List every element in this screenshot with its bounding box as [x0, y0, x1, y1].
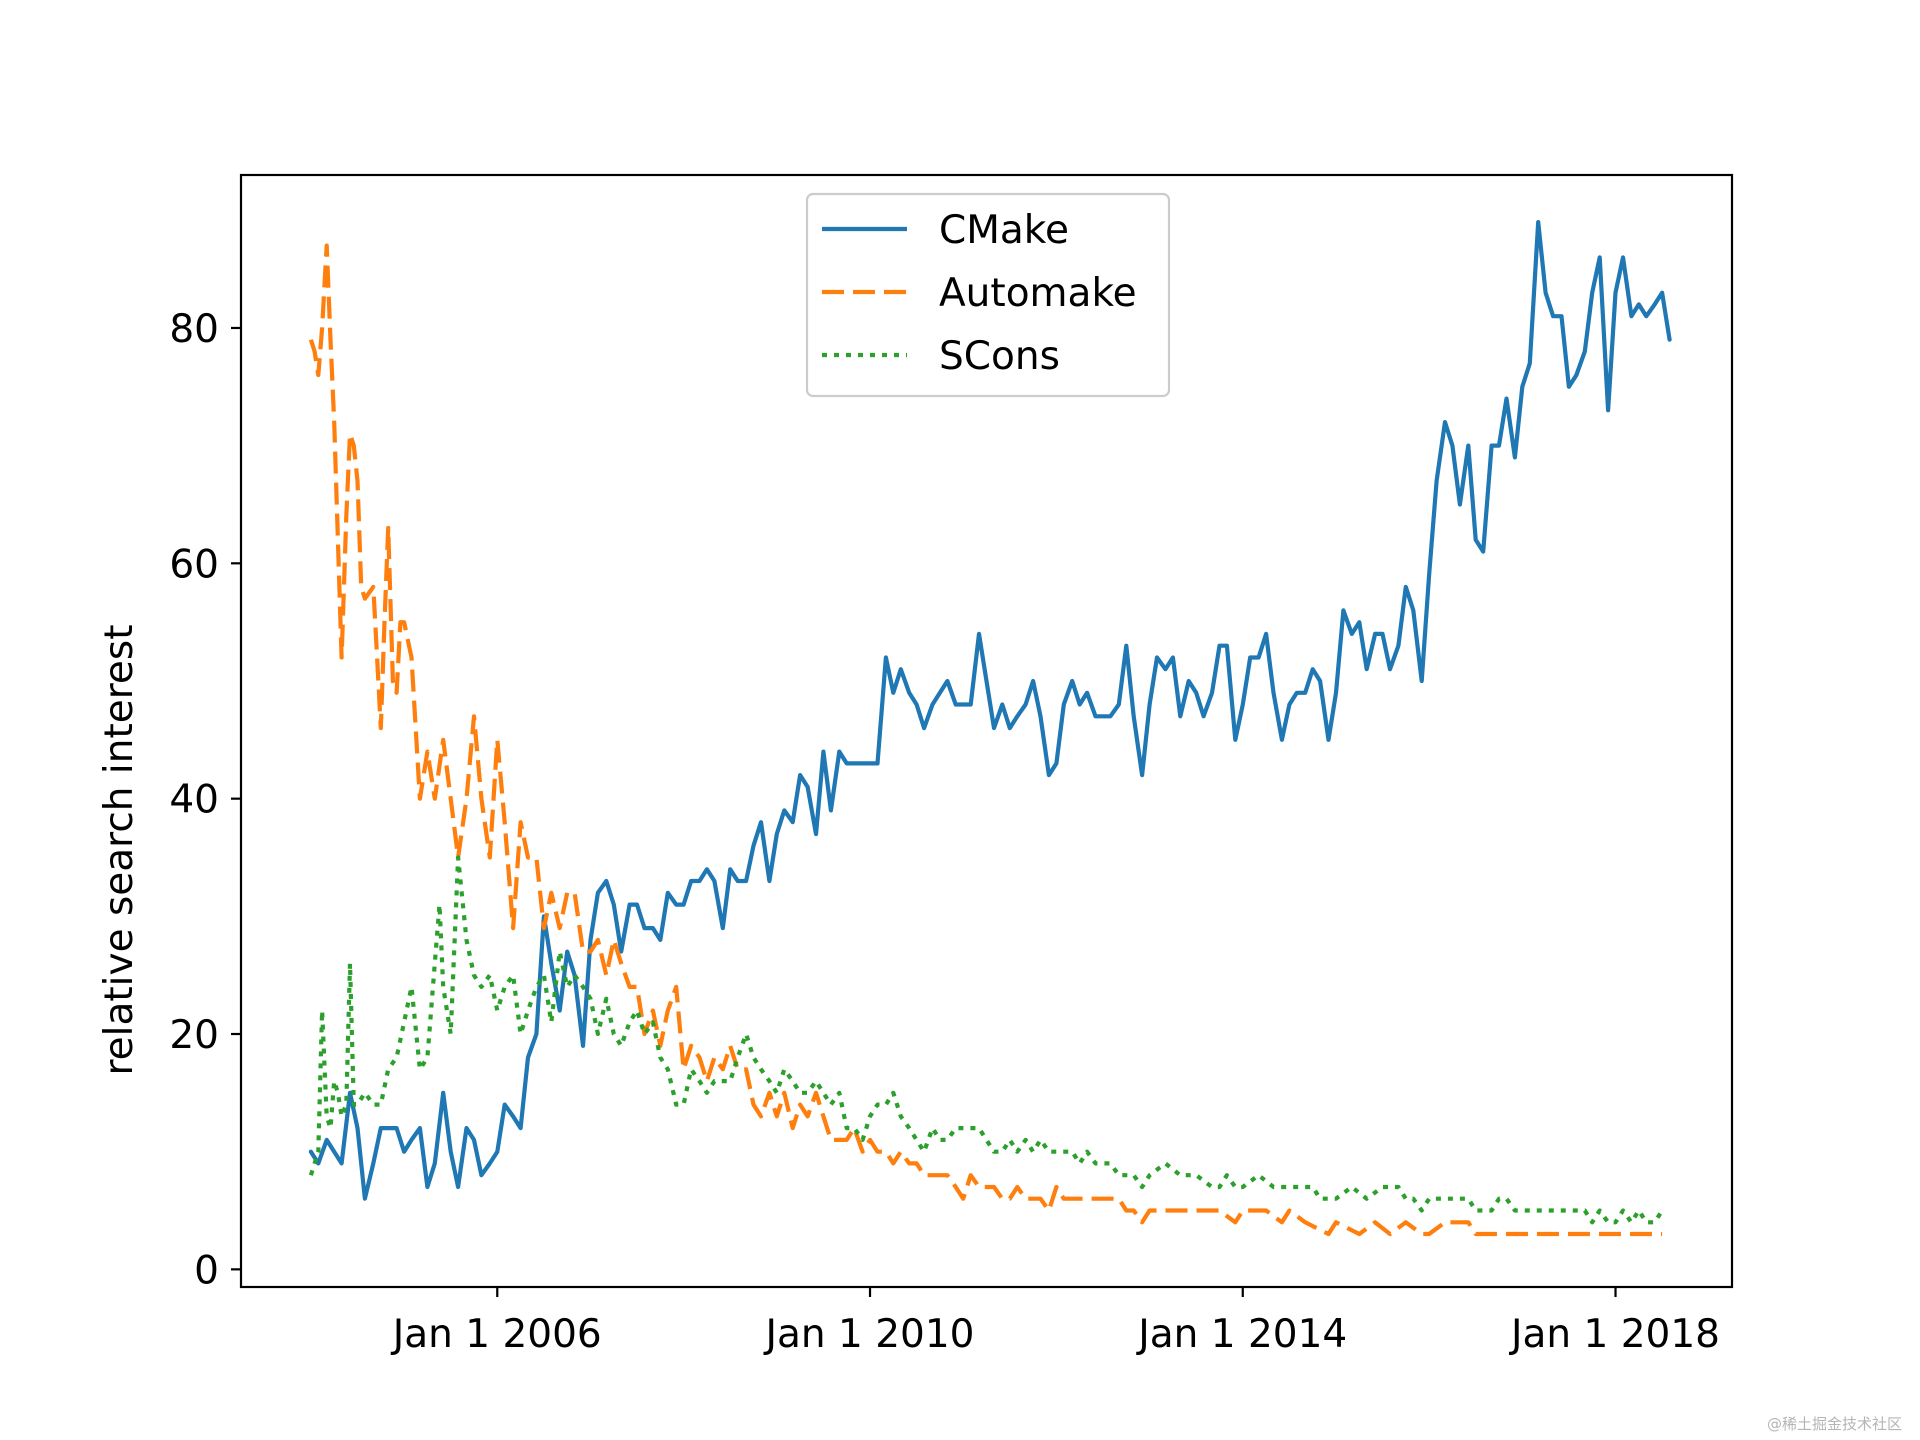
y-tick-label-0: 0 — [194, 1248, 219, 1293]
legend-label-cmake: CMake — [939, 208, 1069, 253]
plot-frame — [239, 173, 1734, 1289]
x-tick-label-2010: Jan 1 2010 — [763, 1312, 975, 1357]
x-tick-label-2014: Jan 1 2014 — [1135, 1312, 1347, 1357]
x-tick-label-2006: Jan 1 2006 — [390, 1312, 602, 1357]
y-tick-label-80: 80 — [169, 307, 219, 352]
y-axis-title: relative search interest — [97, 624, 142, 1075]
legend-label-automake: Automake — [939, 271, 1137, 316]
legend: CMake Automake SCons — [805, 192, 1171, 398]
y-axis: 0 20 40 60 80 — [169, 307, 241, 1293]
x-axis: Jan 1 2006 Jan 1 2010 Jan 1 2014 Jan 1 2018 — [390, 1287, 1720, 1357]
series-line-automake — [308, 243, 1663, 1237]
y-tick-label-40: 40 — [169, 778, 219, 823]
series-layer — [308, 220, 1672, 1237]
series-line-cmake — [308, 220, 1672, 1201]
watermark: @稀土掘金技术社区 — [1766, 1415, 1902, 1433]
legend-label-scons: SCons — [939, 334, 1060, 379]
x-tick-label-2018: Jan 1 2018 — [1508, 1312, 1720, 1357]
y-tick-label-60: 60 — [169, 542, 219, 587]
y-tick-label-20: 20 — [169, 1013, 219, 1058]
legend-frame — [805, 192, 1171, 398]
